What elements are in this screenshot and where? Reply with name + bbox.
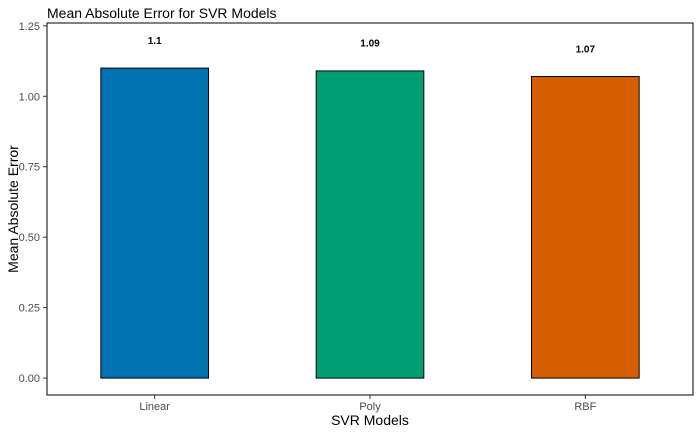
y-axis: 0.00 0.25 0.50 0.75 1.00 1.25 (19, 21, 47, 385)
x-axis: Linear Poly RBF (139, 395, 597, 413)
y-tick-label: 1.00 (19, 91, 40, 103)
bar-poly (315, 70, 425, 379)
chart-title: Mean Absolute Error for SVR Models (47, 5, 277, 21)
x-tick-label: Poly (359, 401, 381, 413)
y-tick-label: 0.25 (19, 303, 40, 315)
bar-linear (100, 67, 209, 379)
x-axis-label: SVR Models (331, 412, 409, 428)
value-label: 1.09 (360, 39, 380, 50)
y-tick-label: 0.00 (19, 373, 40, 385)
y-tick-label: 1.25 (19, 21, 40, 33)
value-label: 1.07 (576, 44, 596, 55)
value-label: 1.1 (148, 36, 162, 47)
x-tick-label: Linear (139, 401, 170, 413)
bars-group: 1.1 1.09 1.07 (100, 36, 640, 379)
y-tick-label: 0.75 (19, 162, 40, 174)
y-tick-label: 0.50 (19, 232, 40, 244)
bar-rbf (531, 76, 640, 379)
y-axis-label: Mean Absolute Error (5, 145, 21, 273)
x-tick-label: RBF (574, 401, 596, 413)
